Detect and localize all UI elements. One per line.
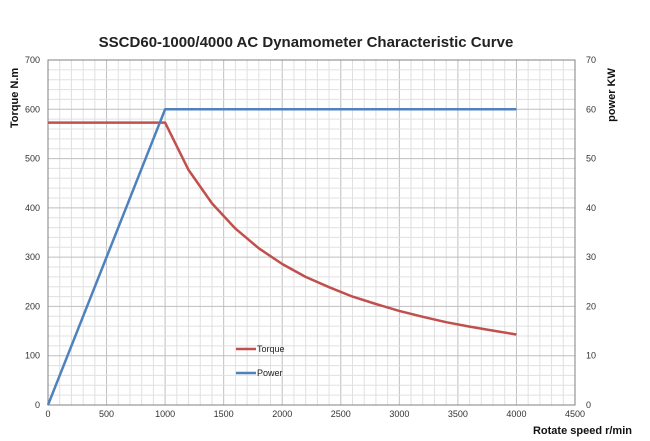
legend-power-label: Power <box>257 368 283 378</box>
y-left-tick-label: 300 <box>25 252 40 262</box>
x-tick-label: 2500 <box>331 409 351 419</box>
y-right-tick-label: 70 <box>586 55 596 65</box>
x-tick-label: 0 <box>45 409 50 419</box>
y-left-tick-label: 400 <box>25 203 40 213</box>
y-right-axis-label: power KW <box>606 67 618 121</box>
y-right-axis-ticks: 0 10 20 30 40 50 60 70 <box>586 55 596 410</box>
plot-area-frame <box>47 59 576 406</box>
y-left-axis-ticks: 0 100 200 300 400 500 600 700 <box>25 55 40 410</box>
x-tick-label: 500 <box>99 409 114 419</box>
y-left-tick-label: 500 <box>25 154 40 164</box>
y-right-tick-label: 0 <box>586 400 591 410</box>
series-line-power <box>46 108 517 406</box>
x-axis-ticks: 0 500 1000 1500 2000 2500 3000 3500 4000 4500 <box>45 409 585 419</box>
legend: Torque Power <box>236 344 285 378</box>
x-tick-label: 3500 <box>448 409 468 419</box>
chart-title: SSCD60-1000/4000 AC Dynamometer Characte… <box>99 34 514 51</box>
x-tick-label: 1500 <box>214 409 234 419</box>
y-left-tick-label: 200 <box>25 301 40 311</box>
y-right-tick-label: 30 <box>586 252 596 262</box>
legend-torque-label: Torque <box>257 344 285 354</box>
y-right-tick-label: 40 <box>586 203 596 213</box>
y-left-tick-label: 700 <box>25 55 40 65</box>
y-left-tick-label: 100 <box>25 351 40 361</box>
series-lines <box>46 108 517 406</box>
x-tick-label: 2000 <box>272 409 292 419</box>
grid <box>48 60 575 405</box>
y-right-tick-label: 60 <box>586 104 596 114</box>
y-right-tick-label: 50 <box>586 154 596 164</box>
y-right-tick-label: 20 <box>586 301 596 311</box>
x-tick-label: 3000 <box>389 409 409 419</box>
y-left-tick-label: 0 <box>35 400 40 410</box>
series-line-torque <box>48 121 517 336</box>
x-tick-label: 4500 <box>565 409 585 419</box>
y-right-tick-label: 10 <box>586 351 596 361</box>
y-left-tick-label: 600 <box>25 104 40 114</box>
x-axis-label: Rotate speed r/min <box>533 425 632 437</box>
x-tick-label: 4000 <box>506 409 526 419</box>
y-left-axis-label: Torque N.m <box>9 68 21 129</box>
x-tick-label: 1000 <box>155 409 175 419</box>
